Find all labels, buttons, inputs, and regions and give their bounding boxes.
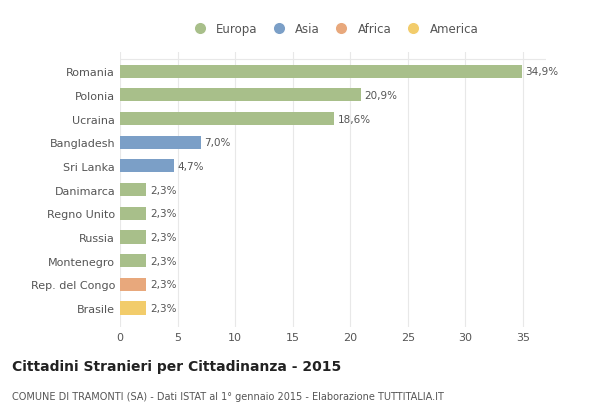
Bar xyxy=(120,137,200,149)
Bar xyxy=(120,113,334,126)
Text: 20,9%: 20,9% xyxy=(364,91,397,101)
Text: 2,3%: 2,3% xyxy=(150,209,176,219)
Text: 2,3%: 2,3% xyxy=(150,280,176,290)
Text: 2,3%: 2,3% xyxy=(150,256,176,266)
Bar xyxy=(120,278,146,291)
Text: 2,3%: 2,3% xyxy=(150,185,176,195)
Bar xyxy=(120,160,174,173)
Bar xyxy=(120,254,146,267)
Bar xyxy=(120,89,361,102)
Text: 18,6%: 18,6% xyxy=(338,115,371,124)
Text: 7,0%: 7,0% xyxy=(204,138,230,148)
Text: Cittadini Stranieri per Cittadinanza - 2015: Cittadini Stranieri per Cittadinanza - 2… xyxy=(12,359,341,373)
Text: 34,9%: 34,9% xyxy=(525,67,559,77)
Bar xyxy=(120,184,146,197)
Bar xyxy=(120,65,522,79)
Legend: Europa, Asia, Africa, America: Europa, Asia, Africa, America xyxy=(185,21,481,38)
Text: COMUNE DI TRAMONTI (SA) - Dati ISTAT al 1° gennaio 2015 - Elaborazione TUTTITALI: COMUNE DI TRAMONTI (SA) - Dati ISTAT al … xyxy=(12,391,444,401)
Bar xyxy=(120,207,146,220)
Text: 4,7%: 4,7% xyxy=(178,162,204,171)
Bar xyxy=(120,302,146,315)
Text: 2,3%: 2,3% xyxy=(150,232,176,243)
Bar xyxy=(120,231,146,244)
Text: 2,3%: 2,3% xyxy=(150,303,176,313)
